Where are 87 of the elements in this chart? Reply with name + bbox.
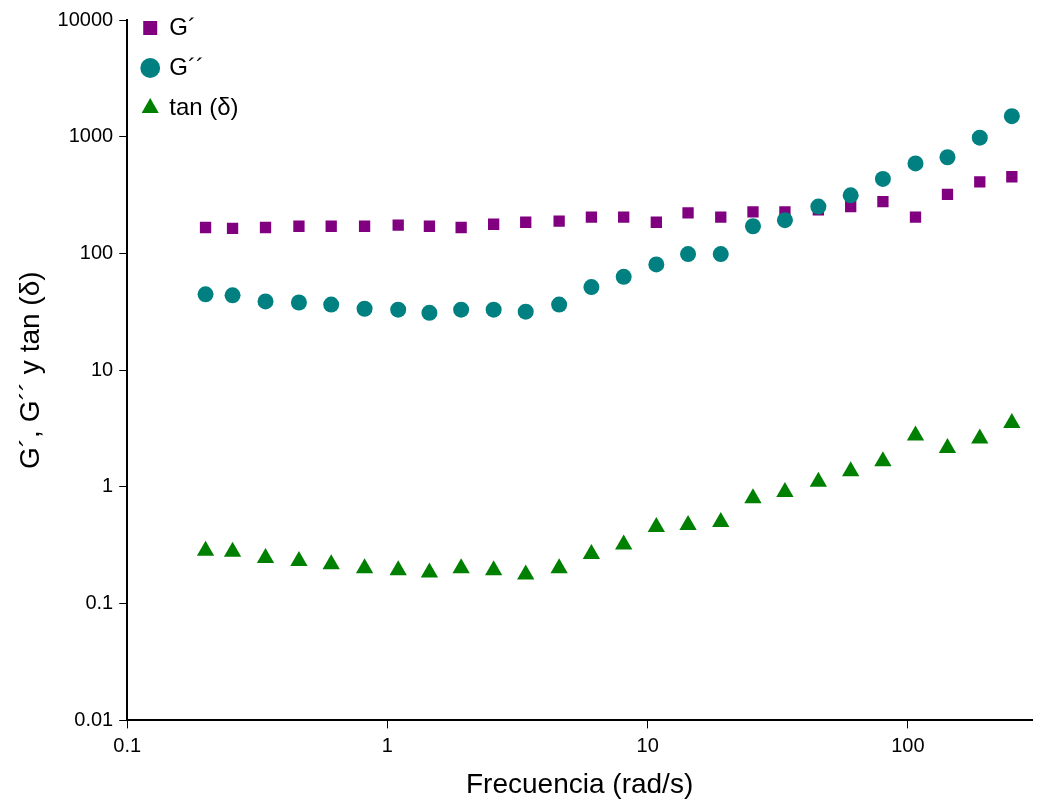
point <box>874 170 891 187</box>
point <box>256 548 275 564</box>
point <box>1003 108 1020 125</box>
point <box>323 296 340 313</box>
legend-label: tan (δ) <box>169 92 239 120</box>
point <box>517 564 535 580</box>
point <box>1003 412 1021 428</box>
point <box>420 562 439 578</box>
point <box>877 195 889 208</box>
point <box>971 428 989 444</box>
point <box>647 517 665 533</box>
point <box>682 207 694 219</box>
point <box>583 279 600 296</box>
point <box>747 206 759 218</box>
point <box>874 451 892 467</box>
point <box>906 425 925 441</box>
point <box>585 211 598 223</box>
point <box>971 129 988 146</box>
y-tick-label: 10 <box>90 357 114 380</box>
point <box>392 219 404 231</box>
point <box>810 198 827 215</box>
point <box>744 218 761 235</box>
point <box>939 149 956 166</box>
point <box>551 296 568 313</box>
legend-label: G´´ <box>169 52 204 80</box>
point <box>938 437 957 453</box>
point <box>355 558 374 574</box>
point <box>680 246 697 263</box>
point <box>907 155 924 172</box>
point <box>455 221 467 234</box>
point <box>650 216 662 228</box>
legend-label: G´ <box>169 12 196 40</box>
point <box>776 212 793 229</box>
point <box>679 515 697 531</box>
point <box>909 211 922 223</box>
point <box>974 176 986 188</box>
point <box>224 287 241 304</box>
point <box>809 471 828 487</box>
point <box>712 511 730 527</box>
point <box>322 554 340 570</box>
point <box>615 534 633 550</box>
y-tick-label: 100 <box>79 240 114 263</box>
x-axis-title: Frecuencia (rad/s) <box>466 767 694 799</box>
point <box>259 221 272 234</box>
point <box>293 220 305 232</box>
point <box>423 220 436 232</box>
x-tick-label: 0.1 <box>113 733 142 756</box>
point <box>358 220 371 232</box>
y-tick-label: 0.1 <box>85 591 114 614</box>
point <box>484 560 503 576</box>
point <box>517 303 534 320</box>
point <box>421 304 438 321</box>
x-tick-label: 1 <box>381 733 393 756</box>
point <box>842 187 859 204</box>
point <box>520 216 532 228</box>
point <box>744 488 762 504</box>
y-tick-label: 1000 <box>68 124 114 147</box>
y-tick-label: 10000 <box>57 7 114 30</box>
point <box>452 558 470 574</box>
point <box>485 301 502 318</box>
point <box>223 541 242 557</box>
point <box>290 551 308 566</box>
point <box>356 300 373 317</box>
point <box>615 268 632 285</box>
point <box>941 188 954 200</box>
point <box>325 220 337 232</box>
point <box>550 558 568 574</box>
point <box>290 294 307 311</box>
y-axis-title: G´, G´´ y tan (δ) <box>13 271 45 469</box>
point <box>553 215 565 227</box>
y-tick-label: 0.01 <box>74 707 114 730</box>
point <box>582 543 601 559</box>
x-tick-label: 10 <box>636 733 659 756</box>
point <box>715 211 727 223</box>
point <box>389 560 407 576</box>
point <box>712 246 729 263</box>
point <box>648 256 665 273</box>
point <box>842 461 860 477</box>
point <box>226 222 239 235</box>
x-tick-label: 100 <box>891 733 925 756</box>
point <box>1006 171 1018 183</box>
point <box>453 301 470 318</box>
point <box>488 218 500 230</box>
point <box>776 482 794 498</box>
point <box>257 293 274 310</box>
point <box>618 211 630 223</box>
y-tick-label: 1 <box>102 474 114 497</box>
